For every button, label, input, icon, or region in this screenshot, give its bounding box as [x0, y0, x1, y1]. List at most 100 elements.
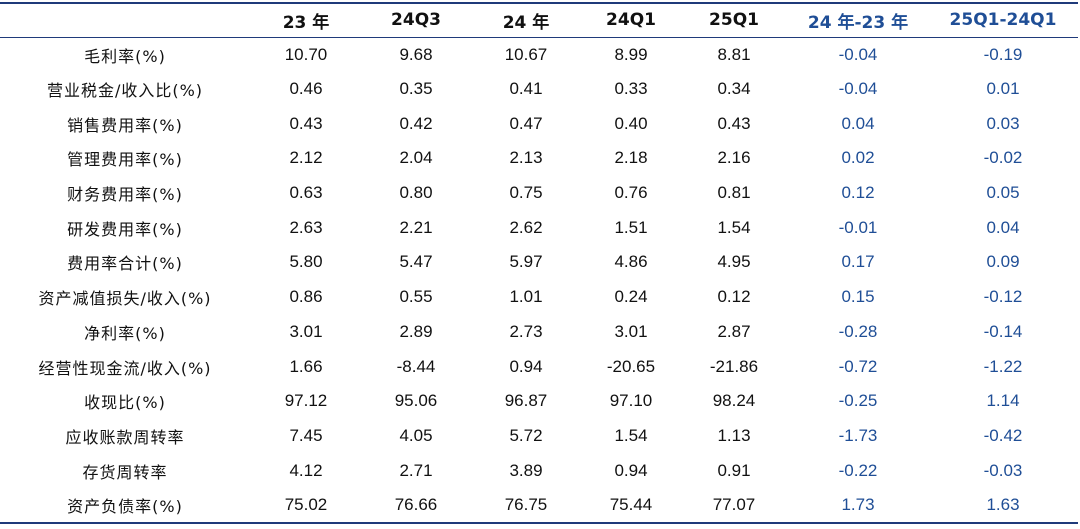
diff-cell: 0.04: [986, 217, 1020, 237]
value-cell: 98.24: [712, 391, 756, 411]
diff-cell: 0.12: [841, 183, 875, 203]
value-cell: 1.13: [717, 425, 751, 445]
row-label: 资产减值损失/收入(%): [38, 289, 212, 309]
row-label: 管理费用率(%): [67, 150, 183, 170]
table-row: 收现比(%) 97.12 95.06 96.87 97.10 98.24 -0.25 1.14: [0, 384, 1078, 419]
value-cell: 0.86: [289, 287, 323, 307]
table-header-row: 23 年 24Q3 24 年 24Q1 25Q1 24 年-23 年 25Q1-…: [0, 3, 1078, 37]
value-cell: 1.51: [614, 217, 648, 237]
value-cell: 10.70: [284, 44, 328, 64]
table-row: 毛利率(%) 10.70 9.68 10.67 8.99 8.81 -0.04 -0.19: [0, 37, 1078, 72]
value-cell: 0.42: [399, 113, 433, 133]
value-cell: 0.46: [289, 79, 323, 99]
value-cell: 0.91: [717, 460, 751, 480]
value-cell: 0.75: [509, 183, 543, 203]
value-cell: 2.18: [614, 148, 648, 168]
row-label: 应收账款周转率: [65, 427, 185, 447]
value-cell: 2.87: [717, 321, 751, 341]
diff-cell: 0.02: [841, 148, 875, 168]
value-cell: -8.44: [396, 356, 436, 376]
value-cell: 0.94: [509, 356, 543, 376]
diff-cell: 0.09: [986, 252, 1020, 272]
diff-cell: 1.73: [841, 494, 875, 514]
row-label: 资产负债率(%): [67, 496, 183, 516]
value-cell: 0.81: [717, 183, 751, 203]
diff-cell: -0.19: [983, 44, 1023, 64]
value-cell: 2.04: [399, 148, 433, 168]
value-cell: 10.67: [504, 44, 548, 64]
value-cell: -21.86: [709, 356, 759, 376]
value-cell: 76.75: [504, 494, 548, 514]
value-cell: 4.86: [614, 252, 648, 272]
value-cell: 2.89: [399, 321, 433, 341]
row-label: 收现比(%): [84, 393, 166, 413]
value-cell: 3.01: [289, 321, 323, 341]
header-24: 24 年: [502, 12, 550, 33]
diff-cell: -0.25: [838, 391, 878, 411]
value-cell: 0.40: [614, 113, 648, 133]
diff-cell: -0.72: [838, 356, 878, 376]
diff-cell: -0.03: [983, 460, 1023, 480]
value-cell: 0.47: [509, 113, 543, 133]
diff-cell: 0.04: [841, 113, 875, 133]
table-row: 费用率合计(%) 5.80 5.47 5.97 4.86 4.95 0.17 0.09: [0, 245, 1078, 280]
header-24q3: 24Q3: [391, 10, 441, 31]
value-cell: 4.05: [399, 425, 433, 445]
value-cell: 9.68: [399, 44, 433, 64]
value-cell: 95.06: [394, 391, 438, 411]
value-cell: 75.44: [609, 494, 653, 514]
table-row: 研发费用率(%) 2.63 2.21 2.62 1.51 1.54 -0.01 0.04: [0, 210, 1078, 245]
row-label: 毛利率(%): [84, 46, 166, 66]
value-cell: 2.73: [509, 321, 543, 341]
diff-cell: -0.42: [983, 425, 1023, 445]
diff-cell: 0.15: [841, 287, 875, 307]
value-cell: 2.21: [399, 217, 433, 237]
value-cell: 4.95: [717, 252, 751, 272]
value-cell: 1.66: [289, 356, 323, 376]
diff-cell: 0.17: [841, 252, 875, 272]
diff-cell: 0.03: [986, 113, 1020, 133]
value-cell: 5.97: [509, 252, 543, 272]
header-diff-quarter: 25Q1-24Q1: [949, 10, 1057, 31]
value-cell: 77.07: [712, 494, 756, 514]
table-row: 资产减值损失/收入(%) 0.86 0.55 1.01 0.24 0.12 0.15 -0.1…: [0, 280, 1078, 315]
header-label-column: [0, 3, 250, 37]
table-row: 财务费用率(%) 0.63 0.80 0.75 0.76 0.81 0.12 0.05: [0, 176, 1078, 211]
value-cell: 96.87: [504, 391, 548, 411]
header-24q1: 24Q1: [606, 10, 656, 31]
table-row: 经营性现金流/收入(%) 1.66 -8.44 0.94 -20.65 -21.86 -0.…: [0, 349, 1078, 384]
value-cell: 5.80: [289, 252, 323, 272]
diff-cell: 0.05: [986, 183, 1020, 203]
value-cell: 0.43: [289, 113, 323, 133]
diff-cell: -0.12: [983, 287, 1023, 307]
row-label: 财务费用率(%): [67, 185, 183, 205]
value-cell: 2.71: [399, 460, 433, 480]
value-cell: 4.12: [289, 460, 323, 480]
value-cell: 97.10: [609, 391, 653, 411]
header-diff-annual: 24 年-23 年: [807, 12, 909, 33]
value-cell: 2.16: [717, 148, 751, 168]
value-cell: 7.45: [289, 425, 323, 445]
value-cell: 2.62: [509, 217, 543, 237]
value-cell: 0.94: [614, 460, 648, 480]
row-label: 营业税金/收入比(%): [46, 81, 204, 101]
table-row: 净利率(%) 3.01 2.89 2.73 3.01 2.87 -0.28 -0.14: [0, 315, 1078, 350]
diff-cell: -0.14: [983, 321, 1023, 341]
diff-cell: -1.22: [983, 356, 1023, 376]
row-label: 存货周转率: [82, 462, 168, 482]
diff-cell: 1.14: [986, 391, 1020, 411]
row-label: 经营性现金流/收入(%): [38, 358, 212, 378]
table-row: 资产负债率(%) 75.02 76.66 76.75 75.44 77.07 1.73 1.6…: [0, 488, 1078, 523]
table-row: 营业税金/收入比(%) 0.46 0.35 0.41 0.33 0.34 -0.04 0.01: [0, 72, 1078, 107]
diff-cell: -0.02: [983, 148, 1023, 168]
value-cell: 76.66: [394, 494, 438, 514]
value-cell: 0.34: [717, 79, 751, 99]
value-cell: 3.89: [509, 460, 543, 480]
header-25q1: 25Q1: [709, 10, 759, 31]
value-cell: 0.12: [717, 287, 751, 307]
value-cell: 3.01: [614, 321, 648, 341]
value-cell: 0.76: [614, 183, 648, 203]
table-row: 应收账款周转率 7.45 4.05 5.72 1.54 1.13 -1.73 -0.42: [0, 419, 1078, 454]
